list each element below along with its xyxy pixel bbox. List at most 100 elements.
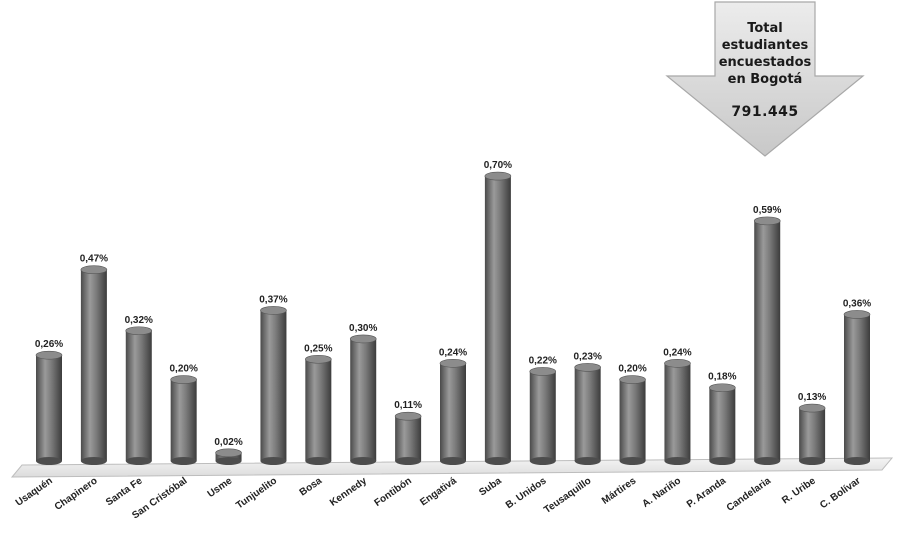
category-label: Teusaquillo — [542, 475, 593, 515]
bar-cap — [170, 375, 197, 384]
category-label: Chapinero — [53, 475, 100, 512]
value-label: 0,32% — [125, 315, 153, 326]
bar-base — [484, 457, 511, 465]
value-label: 0,25% — [304, 343, 332, 354]
bar-body — [484, 176, 511, 461]
bar-body — [170, 379, 197, 461]
bar-16 — [709, 383, 736, 465]
value-label: 0,13% — [798, 392, 826, 403]
bar-body — [36, 355, 62, 461]
bar-base — [36, 457, 62, 465]
value-label: 0,02% — [214, 437, 242, 448]
value-label: 0,26% — [35, 339, 63, 350]
bar-cap — [484, 171, 512, 181]
value-label: 0,70% — [484, 160, 512, 171]
category-label: Santa Fe — [104, 475, 145, 508]
bar-base — [395, 457, 422, 465]
down-arrow-shape — [665, 1, 865, 157]
bar-body — [619, 379, 646, 461]
bar-base — [260, 457, 287, 465]
value-label: 0,18% — [708, 372, 736, 383]
bar-base — [709, 457, 736, 465]
bar-body — [260, 310, 287, 461]
bar-base — [754, 457, 781, 465]
value-label: 0,24% — [439, 347, 467, 358]
category-label: Bosa — [298, 475, 325, 498]
bar-body — [305, 359, 332, 461]
bar-base — [844, 457, 870, 465]
bar-2 — [80, 265, 108, 465]
bar-10 — [439, 359, 467, 465]
bar-15 — [664, 359, 691, 465]
category-label: C. Bolívar — [818, 475, 863, 511]
bar-body — [80, 269, 107, 461]
bar-base — [574, 457, 601, 465]
category-label: Tunjuelito — [234, 475, 279, 511]
bar-body — [440, 363, 466, 461]
category-label: Candelaria — [725, 475, 774, 514]
bar-19 — [843, 310, 871, 465]
total-callout: Total estudiantes encuestados en Bogotá … — [665, 0, 865, 160]
bar-cap — [843, 310, 871, 319]
bar-9 — [394, 411, 422, 465]
category-label: Mártires — [600, 475, 639, 507]
bar-base — [664, 457, 691, 465]
value-label: 0,36% — [843, 298, 871, 309]
bar-1 — [35, 350, 63, 465]
bar-cap — [349, 334, 377, 344]
category-label: Suba — [477, 475, 504, 498]
bar-13 — [574, 363, 601, 465]
bar-14 — [619, 375, 646, 465]
bar-base — [350, 457, 377, 465]
bar-base — [80, 457, 107, 465]
category-label: P. Aranda — [685, 475, 729, 510]
bar-4 — [170, 375, 197, 465]
bar-base — [215, 457, 242, 465]
value-label: 0,20% — [169, 364, 197, 375]
bar-3 — [125, 326, 153, 465]
value-label: 0,11% — [394, 400, 422, 411]
bar-cap — [125, 326, 153, 336]
bar-base — [305, 457, 332, 465]
bar-body — [799, 408, 826, 461]
bar-17 — [753, 216, 781, 465]
bar-base — [125, 457, 152, 465]
value-label: 0,20% — [618, 364, 646, 375]
bar-12 — [529, 367, 557, 465]
bar-body — [529, 371, 556, 461]
bar-cap — [215, 448, 242, 458]
bar-cap — [753, 216, 781, 226]
bar-base — [619, 457, 646, 465]
bar-cap — [439, 359, 467, 368]
bars-group — [35, 171, 871, 465]
bar-body — [125, 330, 152, 461]
bar-cap — [664, 359, 691, 368]
value-labels-group: 0,26% 0,47% 0,32% 0,20% 0,02% 0,37% 0,25% 0,30%… — [35, 160, 871, 448]
category-label: A. Nariño — [640, 475, 683, 510]
bar-body — [844, 314, 870, 461]
bar-cap — [80, 265, 108, 275]
bar-base — [440, 457, 466, 465]
bar-body — [350, 338, 377, 461]
bar-cap — [529, 367, 557, 376]
bar-cap — [798, 403, 826, 413]
bar-18 — [798, 403, 826, 465]
bar-7 — [305, 354, 332, 465]
bar-cap — [305, 354, 332, 364]
bar-6 — [260, 306, 287, 465]
value-label: 0,24% — [663, 347, 691, 358]
callout-total: 791.445 — [731, 104, 799, 120]
bar-body — [664, 363, 691, 461]
value-label: 0,59% — [753, 205, 781, 216]
bar-base — [170, 457, 197, 465]
bar-8 — [349, 334, 377, 465]
bar-5 — [215, 448, 242, 465]
category-label: Usme — [206, 475, 235, 500]
category-label: Usaquén — [14, 475, 55, 508]
bar-body — [709, 387, 736, 461]
value-label: 0,47% — [80, 254, 108, 265]
value-label: 0,23% — [573, 351, 601, 362]
value-label: 0,30% — [349, 323, 377, 334]
